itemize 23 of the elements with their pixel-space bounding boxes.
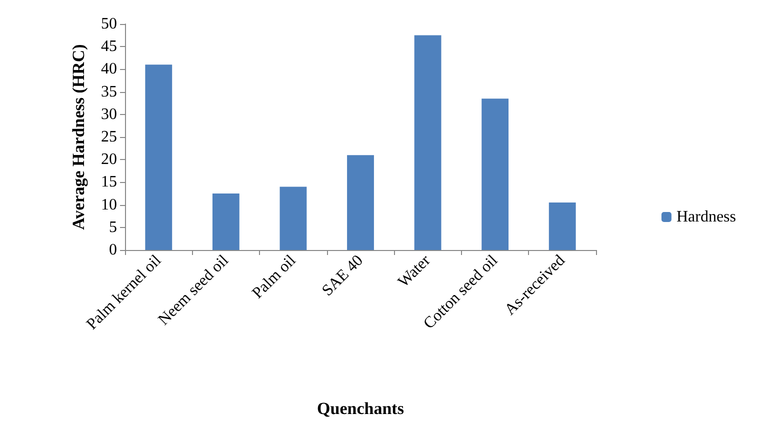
bar — [145, 64, 172, 250]
x-tick-label: Palm oil — [249, 252, 300, 302]
x-tick-label: SAE 40 — [319, 252, 367, 300]
y-tick-label: 20 — [101, 151, 117, 168]
y-tick-label: 45 — [101, 38, 117, 56]
legend-label: Hardness — [676, 208, 736, 226]
bar — [212, 194, 240, 250]
bar — [347, 155, 374, 250]
y-tick-label: 5 — [109, 218, 117, 236]
y-axis-title: Average Hardness (HRC) — [69, 44, 88, 230]
bar — [482, 98, 509, 250]
bar — [548, 202, 576, 250]
y-tick-label: 10 — [101, 196, 117, 214]
bar — [280, 186, 307, 250]
y-tick-label: 50 — [101, 16, 117, 32]
y-tick-label: 40 — [101, 60, 117, 78]
y-tick-label: 35 — [101, 83, 117, 100]
y-tick-label: 15 — [101, 174, 117, 191]
y-tick-label: 30 — [101, 106, 117, 123]
y-tick-label: 25 — [101, 128, 117, 146]
y-tick-label: 0 — [109, 242, 117, 258]
x-axis-title: Quenchants — [317, 399, 404, 418]
bar — [414, 35, 442, 250]
